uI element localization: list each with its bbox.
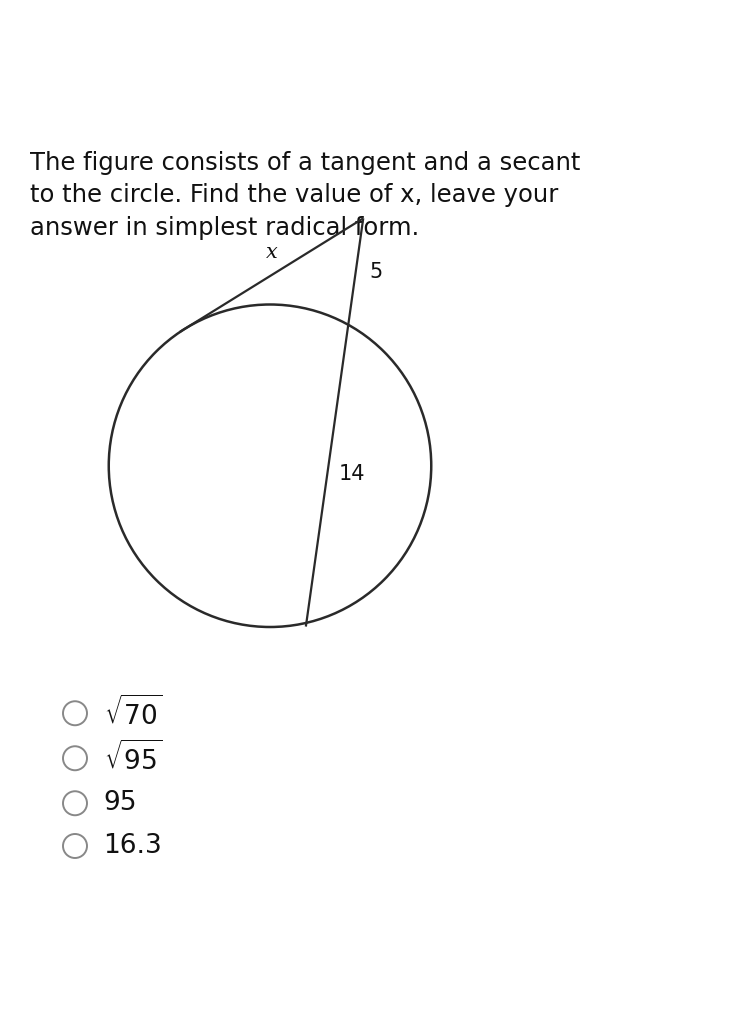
- Text: x: x: [266, 242, 278, 262]
- Text: $\sqrt{95}$: $\sqrt{95}$: [104, 741, 162, 776]
- Text: 14: 14: [338, 463, 365, 484]
- Text: 16.3: 16.3: [104, 832, 162, 859]
- Text: 5: 5: [369, 262, 382, 282]
- Text: $\sqrt{70}$: $\sqrt{70}$: [104, 696, 162, 731]
- Text: The figure consists of a tangent and a secant
to the circle. Find the value of x: The figure consists of a tangent and a s…: [30, 151, 580, 240]
- Text: 95: 95: [104, 790, 137, 816]
